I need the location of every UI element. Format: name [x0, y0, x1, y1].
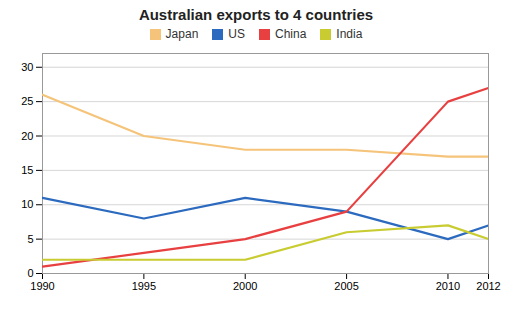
svg-text:2005: 2005 — [334, 280, 358, 292]
svg-text:1990: 1990 — [30, 280, 54, 292]
html-text:India: India — [336, 27, 363, 41]
svg-text:2012: 2012 — [476, 280, 500, 292]
svg-text:5: 5 — [27, 233, 33, 245]
html-text:US: US — [228, 27, 245, 41]
html-text:China: China — [275, 27, 307, 41]
svg-text:0: 0 — [27, 267, 33, 279]
html-text:Australian exports to 4 countr: Australian exports to 4 countries — [138, 6, 374, 23]
svg-text:1995: 1995 — [132, 280, 156, 292]
svg-text:25: 25 — [21, 95, 33, 107]
svg-text:2010: 2010 — [436, 280, 460, 292]
svg-text:30: 30 — [21, 61, 33, 73]
svg-text:10: 10 — [21, 198, 33, 210]
svg-text:20: 20 — [21, 130, 33, 142]
svg-text:15: 15 — [21, 164, 33, 176]
html-text:Japan: Japan — [165, 27, 199, 41]
svg-text:2000: 2000 — [233, 280, 257, 292]
